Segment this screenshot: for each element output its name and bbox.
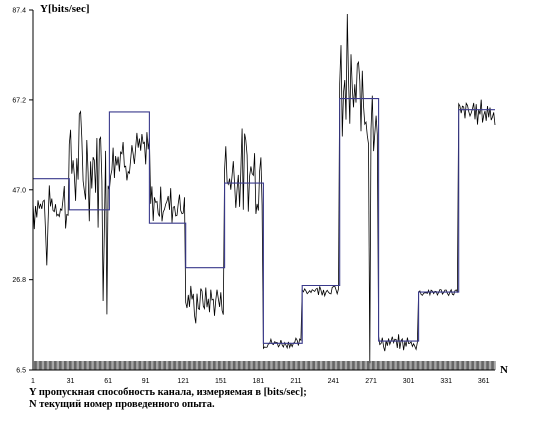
x-tick-label: 31	[67, 378, 75, 385]
measured-series-line	[32, 13, 496, 364]
y-tick-label: 67.2	[12, 97, 26, 104]
x-tick-label: 361	[478, 378, 490, 385]
chart: Y[bits/sec] N 6.5 26.8 47.0 67.2 87.4 1 31 61 9…	[12, 3, 508, 385]
x-tick-label: 151	[215, 378, 227, 385]
y-tick-label: 87.4	[12, 8, 26, 15]
y-tick-label: 26.8	[12, 277, 26, 284]
x-tick-label: 241	[328, 378, 340, 385]
x-tick-labels: 1 31 61 91 121 151 181 211 241 271 301 331 361	[31, 378, 490, 385]
x-tick-marks	[32, 361, 496, 370]
x-tick-label: 1	[31, 378, 35, 385]
caption-line-2: N текущий номер проведенного опыта.	[29, 399, 215, 410]
x-axis-title: N	[500, 364, 508, 376]
caption: Y пропускная способность канала, измеряе…	[29, 387, 529, 411]
segment-mean-step-line	[33, 98, 495, 344]
y-tick-labels: 6.5 26.8 47.0 67.2 87.4	[12, 8, 33, 375]
series-layer	[32, 13, 496, 364]
y-tick-label: 47.0	[12, 187, 26, 194]
x-tick-label: 211	[290, 378, 301, 385]
y-axis-title: Y[bits/sec]	[40, 3, 90, 15]
x-tick-label: 91	[142, 378, 150, 385]
x-tick-label: 331	[440, 378, 452, 385]
x-tick-label: 181	[253, 378, 265, 385]
y-tick-label: 6.5	[16, 368, 26, 375]
caption-line-1: Y пропускная способность канала, измеряе…	[29, 387, 307, 398]
x-tick-label: 61	[104, 378, 112, 385]
x-tick-label: 301	[403, 378, 415, 385]
x-tick-label: 121	[177, 378, 189, 385]
x-tick-label: 271	[365, 378, 377, 385]
